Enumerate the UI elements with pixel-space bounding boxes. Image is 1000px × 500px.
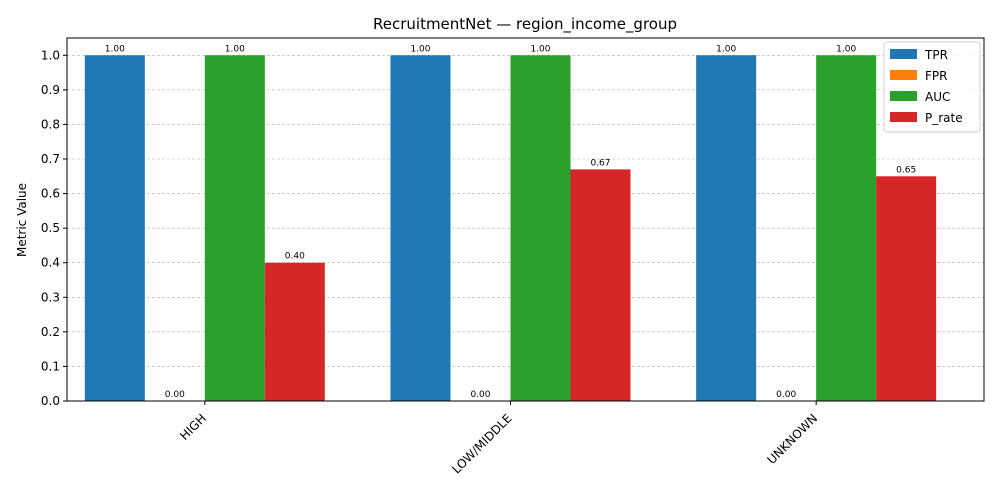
legend-swatch	[890, 70, 917, 80]
bars	[84, 55, 937, 402]
legend-swatch	[890, 49, 917, 59]
x-tick-label: LOW/MIDDLE	[449, 411, 514, 476]
legend-entry: FPR	[925, 69, 947, 83]
bar-value-label: 0.00	[165, 390, 185, 400]
bar-value-label: 0.00	[776, 390, 796, 400]
x-tick-label: UNKNOWN	[764, 411, 820, 467]
bar-value-label: 1.00	[105, 44, 125, 54]
bar-value-label: 1.00	[836, 44, 856, 54]
y-axis-label: Metric Value	[15, 183, 29, 257]
plot-frame	[66, 37, 985, 402]
x-tick-label: HIGH	[177, 411, 209, 443]
legend-swatch	[890, 112, 917, 122]
bar-value-label: 1.00	[530, 44, 550, 54]
bar-value-label: 0.00	[470, 390, 490, 400]
x-axis-ticks: HIGH LOW/MIDDLE UNKNOWN	[177, 401, 820, 476]
y-tick-label: 0.4	[41, 256, 60, 270]
bar-tpr	[696, 55, 757, 402]
legend-box	[883, 41, 981, 133]
legend-entry: TPR	[924, 48, 948, 62]
bar-tpr	[390, 55, 451, 402]
legend-entry: P_rate	[925, 111, 963, 125]
bar-auc	[816, 55, 877, 402]
y-tick-label: 0.5	[41, 221, 60, 235]
legend-swatch	[890, 91, 917, 101]
bar-p-rate	[570, 169, 631, 401]
bar-value-label: 1.00	[225, 44, 245, 54]
y-tick-label: 0.8	[41, 117, 60, 131]
y-tick-label: 0.2	[41, 325, 60, 339]
legend: TPR FPR AUC P_rate	[883, 41, 981, 133]
chart-title: RecruitmentNet — region_income_group	[373, 15, 677, 34]
data-labels: 1.00 0.00 1.00 0.40 1.00 0.00 1.00 0.67 1.00 0.00…	[105, 44, 916, 400]
bar-value-label: 0.40	[285, 252, 305, 262]
bar-value-label: 1.00	[716, 44, 736, 54]
bar-auc	[204, 55, 265, 402]
bar-auc	[510, 55, 571, 402]
y-tick-label: 0.0	[41, 394, 60, 408]
bar-p-rate	[876, 176, 937, 401]
bar-value-label: 1.00	[410, 44, 430, 54]
bar-value-label: 0.67	[590, 158, 610, 168]
y-tick-label: 0.9	[41, 83, 60, 97]
y-tick-label: 0.3	[41, 290, 60, 304]
y-tick-label: 1.0	[41, 48, 60, 62]
bar-value-label: 0.65	[896, 165, 916, 175]
y-tick-label: 0.6	[41, 187, 60, 201]
y-axis-ticks: 0.0 0.1 0.2 0.3 0.4 0.5 0.6 0.7 0.8 0.9 1.0	[41, 48, 67, 408]
bar-tpr	[84, 55, 145, 402]
y-tick-label: 0.7	[41, 152, 60, 166]
y-tick-label: 0.1	[41, 359, 60, 373]
bar-p-rate	[264, 262, 325, 401]
legend-entry: AUC	[925, 90, 950, 104]
